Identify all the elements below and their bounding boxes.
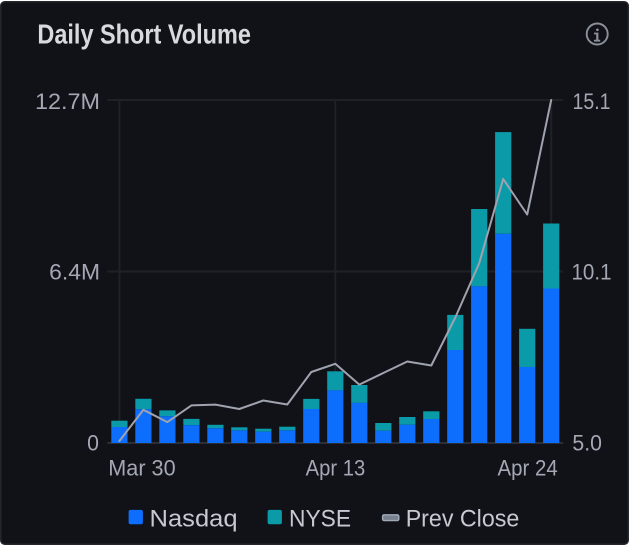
svg-text:Prev Close: Prev Close [406,505,520,532]
svg-text:6.4M: 6.4M [49,260,100,285]
svg-text:5.0: 5.0 [572,431,602,456]
svg-text:12.7M: 12.7M [35,89,100,114]
svg-text:Apr 24: Apr 24 [498,455,558,480]
svg-text:10.1: 10.1 [572,260,612,285]
svg-text:NYSE: NYSE [289,505,351,532]
svg-text:Daily Short Volume: Daily Short Volume [37,19,251,50]
svg-text:Nasdaq: Nasdaq [150,505,238,532]
svg-text:Apr 13: Apr 13 [306,455,366,480]
svg-text:15.1: 15.1 [573,89,611,114]
svg-text:Mar 30: Mar 30 [108,455,175,480]
svg-text:0: 0 [87,431,99,456]
